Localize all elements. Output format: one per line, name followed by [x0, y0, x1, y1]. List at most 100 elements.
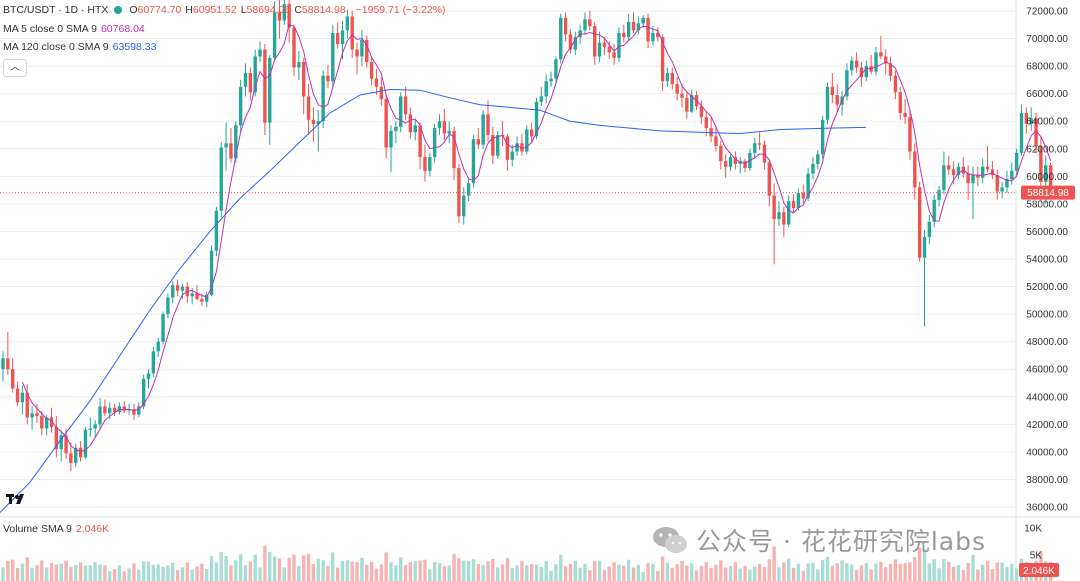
volume-bar	[146, 561, 151, 581]
candle-body	[20, 392, 25, 403]
candle-body	[626, 22, 631, 38]
volume-bar	[166, 565, 170, 581]
candle-body	[103, 406, 107, 414]
volume-bar	[88, 565, 92, 581]
volume-bar	[709, 568, 713, 581]
ma120-label: MA 120 close 0 SMA 9	[3, 41, 109, 53]
candle-body	[54, 427, 59, 450]
ma5-legend[interactable]: MA 5 close 0 SMA 9 60768.04	[3, 23, 145, 35]
ohlc-key: O	[129, 4, 138, 16]
price-tick-label: 36000.00	[1026, 503, 1068, 514]
volume-bar	[69, 566, 73, 581]
ma120-legend[interactable]: MA 120 close 0 SMA 9 63598.33	[3, 41, 156, 53]
volume-bar	[277, 558, 282, 581]
candle-body	[588, 19, 592, 27]
candle-body	[224, 143, 228, 148]
volume-bar	[675, 564, 679, 581]
volume-bar	[25, 557, 29, 581]
volume-axis[interactable]: 10K 5K	[1024, 524, 1042, 562]
candle-body	[219, 147, 223, 211]
candle-body	[622, 33, 626, 38]
volume-bar	[205, 568, 209, 581]
candle-body	[88, 428, 92, 430]
volume-bar	[951, 566, 956, 581]
candle-body	[384, 99, 388, 148]
volume-bar	[209, 556, 214, 581]
candle-body	[403, 96, 408, 115]
volume-bar	[864, 563, 868, 581]
volume-bar	[190, 569, 194, 581]
volume-bar	[452, 553, 456, 581]
ma5-label: MA 5 close 0 SMA 9	[3, 23, 97, 35]
volume-bar	[854, 569, 859, 581]
candle-body	[573, 37, 577, 50]
candle-body	[981, 166, 985, 178]
volume-bar	[1014, 568, 1019, 581]
volume-bar	[641, 572, 645, 581]
volume-bar	[859, 565, 864, 581]
volume-bar	[263, 545, 267, 581]
candle-body	[234, 125, 238, 159]
candle-body	[302, 61, 306, 97]
volume-bar	[903, 563, 907, 581]
candle-body	[340, 30, 345, 45]
volume-bar	[350, 561, 354, 581]
candle-body	[486, 114, 490, 135]
tradingview-logo-icon[interactable]	[6, 491, 28, 507]
candle-body	[690, 95, 694, 112]
volume-bar	[20, 563, 25, 581]
volume-bar	[830, 565, 835, 581]
volume-bar	[995, 562, 999, 581]
volume-bar	[874, 563, 878, 581]
volume-bar	[500, 564, 505, 581]
volume-bar	[515, 565, 519, 581]
candle-body	[389, 130, 393, 148]
volume-bar	[108, 571, 112, 581]
volume-bar	[287, 557, 291, 581]
symbol-label[interactable]: BTC/USDT · 1D · HTX	[3, 4, 109, 16]
candle-body	[908, 117, 912, 152]
volume-bar	[466, 560, 471, 581]
volume-bar	[748, 569, 752, 581]
volume-bar	[321, 560, 325, 581]
price-axis[interactable]: 36000.00 38000.00 40000.00 42000.00 44000.00…	[1026, 7, 1068, 514]
volume-bar	[956, 565, 961, 581]
volume-bar	[59, 563, 63, 581]
candle-body	[995, 174, 999, 192]
price-tick-label: 68000.00	[1026, 62, 1068, 73]
price-tick-label: 70000.00	[1026, 34, 1068, 45]
candle-body	[209, 250, 214, 295]
candle-body	[15, 388, 20, 403]
candle-body	[122, 406, 126, 411]
candle-body	[481, 114, 485, 145]
volume-bar	[932, 559, 936, 581]
candle-body	[898, 92, 902, 113]
volume-bar	[457, 558, 461, 581]
volume-legend[interactable]: Volume SMA 9 2.046K	[3, 523, 109, 535]
ma5-line	[21, 23, 1052, 452]
volume-bar	[554, 564, 558, 581]
volume-badge: 2.046K	[1019, 563, 1059, 577]
candle-body	[253, 56, 257, 93]
volume-bar	[389, 562, 393, 581]
candle-body	[428, 157, 432, 171]
volume-bar	[636, 564, 641, 581]
candle-body	[205, 294, 209, 302]
candle-body	[544, 81, 548, 97]
volume-bar	[292, 554, 296, 581]
chevron-up-icon[interactable]: ︿	[3, 59, 27, 77]
candle-body	[258, 49, 262, 57]
volume-bar	[326, 565, 330, 581]
candle-body	[248, 73, 253, 93]
volume-bar	[413, 561, 417, 581]
volume-bar	[539, 566, 544, 581]
candle-body	[568, 34, 573, 50]
candle-body	[515, 143, 519, 152]
candle-body	[922, 236, 927, 258]
candle-body	[161, 314, 165, 342]
volume-bar	[399, 557, 403, 581]
volume-tick-label: 10K	[1024, 524, 1042, 535]
volume-bar	[811, 562, 815, 581]
volume-bar	[612, 562, 616, 581]
